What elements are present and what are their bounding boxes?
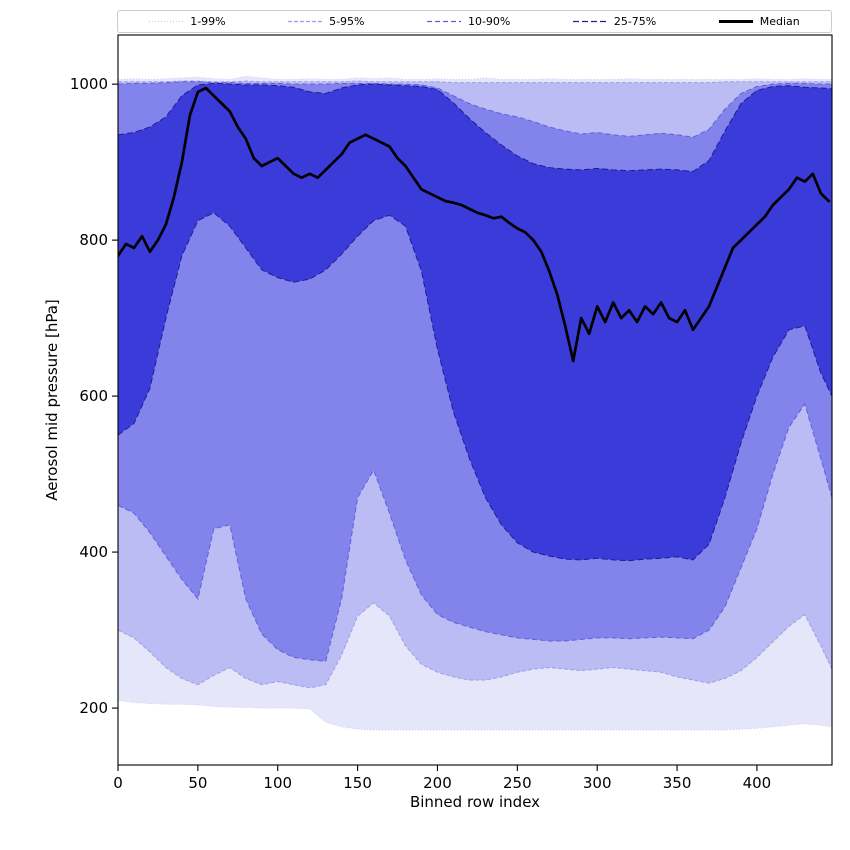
legend-label-25-75: 25-75% bbox=[613, 15, 657, 28]
legend-item-25-75: 25-75% bbox=[572, 15, 657, 28]
legend-sample-10-90-icon bbox=[426, 20, 461, 23]
legend-label-5-95: 5-95% bbox=[329, 15, 365, 28]
y-axis: 200 400 600 800 1000 bbox=[70, 75, 118, 717]
band-edge-5-95%-lower bbox=[118, 602, 832, 689]
band-edge-25-75%-upper bbox=[118, 82, 832, 173]
y-tick-label: 400 bbox=[79, 543, 108, 561]
legend-item-median: Median bbox=[718, 15, 800, 28]
legend-label-1-99: 1-99% bbox=[190, 15, 226, 28]
y-tick-label: 1000 bbox=[70, 75, 108, 93]
median-line bbox=[118, 86, 831, 363]
legend-item-5-95: 5-95% bbox=[288, 15, 365, 28]
x-tick-label: 200 bbox=[423, 774, 452, 792]
x-tick-label: 400 bbox=[743, 774, 772, 792]
band-25-75% bbox=[118, 83, 832, 561]
legend: 1-99% 5-95% 10-90% 25-75% Median bbox=[117, 10, 832, 33]
legend-label-10-90: 10-90% bbox=[467, 15, 511, 28]
y-tick-label: 800 bbox=[79, 231, 108, 249]
y-axis-label: Aerosol mid pressure [hPa] bbox=[43, 299, 61, 501]
legend-sample-25-75-icon bbox=[572, 20, 607, 23]
x-tick-label: 250 bbox=[503, 774, 532, 792]
legend-item-10-90: 10-90% bbox=[426, 15, 511, 28]
x-tick-label: 100 bbox=[263, 774, 292, 792]
y-tick-label: 200 bbox=[79, 699, 108, 717]
plot-frame bbox=[117, 34, 833, 766]
legend-sample-1-99-icon bbox=[149, 20, 184, 23]
x-tick-label: 50 bbox=[188, 774, 207, 792]
legend-item-1-99: 1-99% bbox=[149, 15, 226, 28]
legend-sample-5-95-icon bbox=[288, 20, 323, 23]
x-axis-label: Binned row index bbox=[409, 793, 541, 811]
x-tick-label: 300 bbox=[583, 774, 612, 792]
x-axis: 0 50 100 150 200 250 300 350 400 bbox=[113, 765, 771, 792]
legend-sample-median-icon bbox=[718, 20, 753, 23]
band-edge-25-75%-lower bbox=[118, 212, 832, 562]
band-edge-1-99%-upper bbox=[118, 75, 832, 81]
band-edge-10-90%-upper bbox=[118, 81, 832, 138]
y-tick-label: 600 bbox=[79, 387, 108, 405]
x-tick-label: 350 bbox=[663, 774, 692, 792]
x-tick-label: 0 bbox=[113, 774, 123, 792]
band-edge-1-99%-lower bbox=[118, 699, 832, 731]
band-edge-10-90%-lower bbox=[118, 402, 832, 662]
legend-label-median: Median bbox=[759, 15, 800, 28]
bands-layer bbox=[118, 75, 832, 731]
x-tick-label: 150 bbox=[343, 774, 372, 792]
